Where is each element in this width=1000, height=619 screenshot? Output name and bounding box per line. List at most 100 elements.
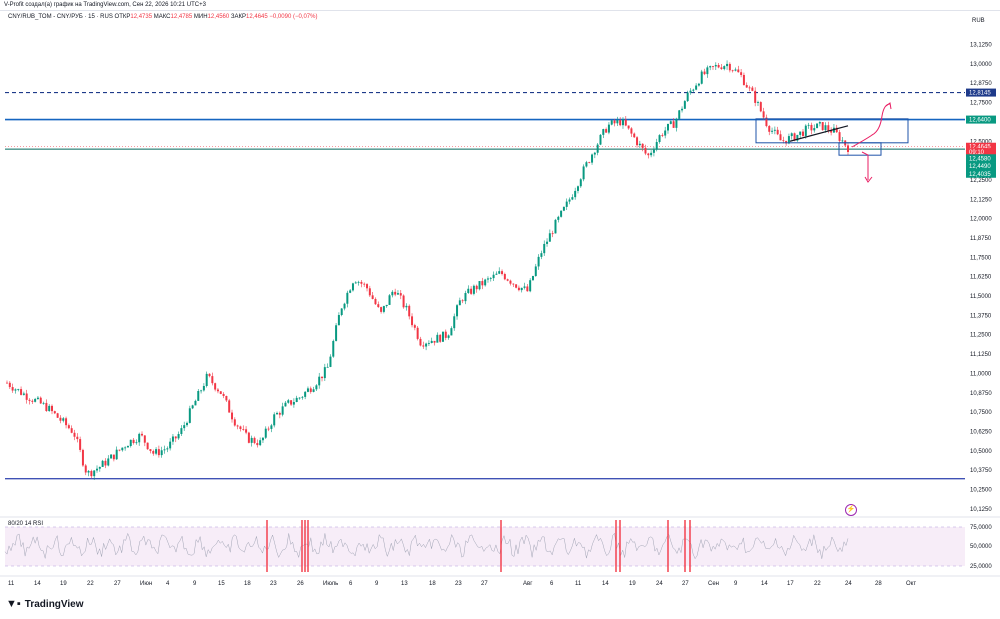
time-axis-label: 6 [550,581,554,587]
candle-body [658,135,661,143]
candle-body [534,266,537,277]
up-arrow-head [885,102,892,110]
candle-body [419,338,422,346]
candle-body [697,83,700,86]
candle-body [411,316,414,326]
candle-body [152,451,155,454]
candle-body [380,307,383,312]
candle-body [737,69,740,73]
candle-body [25,393,28,400]
price-axis-label: 11,5000 [970,294,992,300]
time-axis-label: 9 [193,581,197,587]
candle-body [124,447,127,449]
candle-body [87,470,90,473]
candle-body [329,356,332,367]
time-axis-label: 19 [60,581,67,587]
candle-body [759,102,762,112]
candle-body [793,133,796,141]
candle-body [703,71,706,75]
tradingview-logo-icon: ▼▪ [6,598,21,610]
candle-body [413,325,416,328]
candle-body [503,274,506,280]
candle-body [641,143,644,148]
candle-body [309,388,312,392]
candle-body [579,179,582,187]
candle-body [728,63,731,71]
time-axis-label: 14 [761,581,768,587]
candle-body [554,219,557,234]
time-axis-label: 14 [602,581,609,587]
candle-body [756,102,759,103]
candle-body [453,316,456,329]
candle-body [776,129,779,135]
candle-body [562,206,565,211]
candle-body [481,281,484,286]
candle-body [183,425,186,429]
time-axis-label: 27 [481,581,488,587]
price-tag [966,154,996,163]
candle-body [436,334,439,343]
candle-body [810,124,813,131]
candle-body [692,89,695,91]
candle-body [807,124,810,126]
price-tag [966,88,996,97]
candle-body [790,133,793,137]
candle-body [278,412,281,415]
candle-body [90,470,93,477]
candle-body [621,119,624,126]
time-axis-label: 6 [349,581,353,587]
tradingview-logo: ▼▪ TradingView [6,598,84,610]
candle-body [169,441,172,449]
candle-body [546,241,549,244]
price-axis-label: 11,1250 [970,352,992,358]
candle-body [782,140,785,142]
rsi-axis-label: 75,0000 [970,525,992,531]
candle-body [745,85,748,88]
candle-body [155,449,158,454]
time-axis-label: Окт [906,581,916,587]
trend-line [789,125,849,142]
candle-body [678,110,681,119]
candle-body [801,131,804,136]
candle-body [683,101,686,109]
candle-body [36,397,39,399]
price-axis-label: 11,2500 [970,333,992,339]
candle-body [332,340,335,357]
events-icon[interactable]: ⚡ [845,504,857,516]
candle-body [492,274,495,279]
candle-body [717,64,720,68]
candle-body [382,306,385,312]
time-axis-label: 17 [787,581,794,587]
candle-body [146,442,149,450]
candle-body [787,136,790,144]
candle-body [208,373,211,377]
candle-body [824,125,827,131]
candle-body [585,162,588,167]
candle-body [245,429,248,433]
candle-body [602,129,605,135]
symbol-legend[interactable]: CNY/RUB_TOM - CNY/РУБ · 15 · RUS ОТКР12,… [8,14,317,20]
price-axis-label: 11,0000 [970,371,992,377]
candle-body [233,419,236,426]
candle-body [638,143,641,146]
candle-body [22,393,25,395]
candle-body [343,303,346,309]
candle-body [298,397,301,399]
price-axis-label: 13,1250 [970,43,992,49]
candle-body [281,406,284,415]
candle-body [681,108,684,111]
candle-body [557,216,560,220]
candle-body [65,418,68,426]
price-axis-label: 10,1250 [970,507,992,513]
candle-body [711,66,714,67]
candle-body [813,128,816,131]
candle-body [439,334,442,342]
candle-body [506,279,509,281]
up-projection-path [851,103,891,148]
rsi-axis-label: 50,0000 [970,544,992,550]
candle-body [107,458,110,466]
candle-body [672,121,675,128]
candle-body [174,436,177,439]
candle-body [531,276,534,281]
